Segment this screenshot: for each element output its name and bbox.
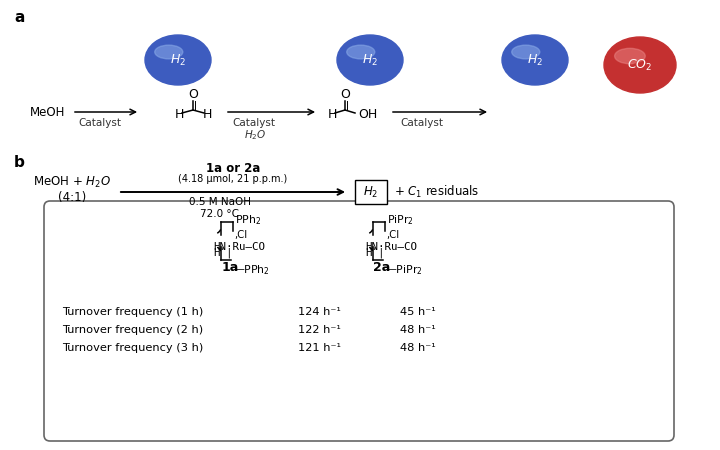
Ellipse shape — [361, 57, 385, 71]
Text: O: O — [188, 88, 198, 101]
Ellipse shape — [507, 39, 563, 81]
FancyBboxPatch shape — [44, 201, 674, 441]
Text: 0.5 M NaOH: 0.5 M NaOH — [189, 197, 251, 207]
Text: MeOH + $H_2O$: MeOH + $H_2O$ — [33, 175, 111, 189]
Text: 121 h⁻¹: 121 h⁻¹ — [298, 343, 341, 353]
Text: + $C_1$ residuals: + $C_1$ residuals — [394, 184, 480, 200]
Text: $H_2$: $H_2$ — [527, 53, 543, 68]
Ellipse shape — [631, 62, 656, 77]
Ellipse shape — [150, 39, 206, 81]
Text: $H_2O$: $H_2O$ — [244, 128, 266, 142]
Text: $H_2$: $H_2$ — [362, 53, 378, 68]
Ellipse shape — [604, 37, 676, 93]
Text: Catalyst: Catalyst — [400, 118, 443, 128]
Text: PPh$_2$: PPh$_2$ — [235, 213, 261, 227]
Text: 122 h⁻¹: 122 h⁻¹ — [298, 325, 341, 335]
Text: Hʹ|: Hʹ| — [365, 248, 384, 259]
Ellipse shape — [342, 39, 398, 81]
Text: $H_2$: $H_2$ — [170, 53, 186, 68]
Text: H: H — [174, 108, 184, 121]
Text: 1a or 2a: 1a or 2a — [206, 162, 260, 175]
Ellipse shape — [155, 45, 183, 59]
Text: 45 h⁻¹: 45 h⁻¹ — [400, 307, 436, 317]
Text: ,Cl: ,Cl — [386, 230, 399, 240]
Ellipse shape — [347, 45, 375, 59]
Text: 48 h⁻¹: 48 h⁻¹ — [400, 343, 436, 353]
Ellipse shape — [609, 41, 670, 89]
Ellipse shape — [170, 57, 193, 71]
Text: —PiPr$_2$: —PiPr$_2$ — [385, 263, 423, 277]
Text: —PPh$_2$: —PPh$_2$ — [233, 263, 270, 277]
Text: (4.18 μmol, 21 p.p.m.): (4.18 μmol, 21 p.p.m.) — [179, 174, 287, 184]
Text: OH: OH — [358, 108, 377, 121]
Text: 124 h⁻¹: 124 h⁻¹ — [298, 307, 341, 317]
Ellipse shape — [615, 48, 645, 64]
Text: Turnover frequency (3 h): Turnover frequency (3 h) — [62, 343, 203, 353]
Ellipse shape — [337, 35, 403, 85]
Ellipse shape — [145, 35, 211, 85]
Ellipse shape — [527, 57, 550, 71]
Text: $CO_2$: $CO_2$ — [627, 58, 652, 72]
Text: 48 h⁻¹: 48 h⁻¹ — [400, 325, 436, 335]
Text: Turnover frequency (1 h): Turnover frequency (1 h) — [62, 307, 203, 317]
Text: Hʹ|: Hʹ| — [213, 248, 233, 259]
Text: $H_2$: $H_2$ — [364, 184, 379, 199]
Text: 72.0 °C: 72.0 °C — [200, 209, 240, 219]
Ellipse shape — [502, 35, 568, 85]
Text: HN·Ru—CO: HN·Ru—CO — [365, 242, 417, 252]
Text: b: b — [14, 155, 25, 170]
Text: HN·Ru—CO: HN·Ru—CO — [213, 242, 265, 252]
Text: a: a — [14, 10, 24, 25]
Text: 1a: 1a — [221, 261, 238, 274]
Text: Catalyst: Catalyst — [232, 118, 275, 128]
Text: ,Cl: ,Cl — [234, 230, 247, 240]
Text: Catalyst: Catalyst — [78, 118, 121, 128]
Text: H: H — [328, 108, 337, 121]
Text: (4:1): (4:1) — [58, 190, 86, 203]
Text: O: O — [340, 88, 350, 101]
Text: H: H — [202, 108, 212, 121]
Text: 2a: 2a — [374, 261, 391, 274]
FancyBboxPatch shape — [355, 180, 387, 204]
Text: Turnover frequency (2 h): Turnover frequency (2 h) — [62, 325, 203, 335]
Text: MeOH: MeOH — [30, 105, 66, 118]
Ellipse shape — [512, 45, 540, 59]
Text: PiPr$_2$: PiPr$_2$ — [387, 213, 414, 227]
